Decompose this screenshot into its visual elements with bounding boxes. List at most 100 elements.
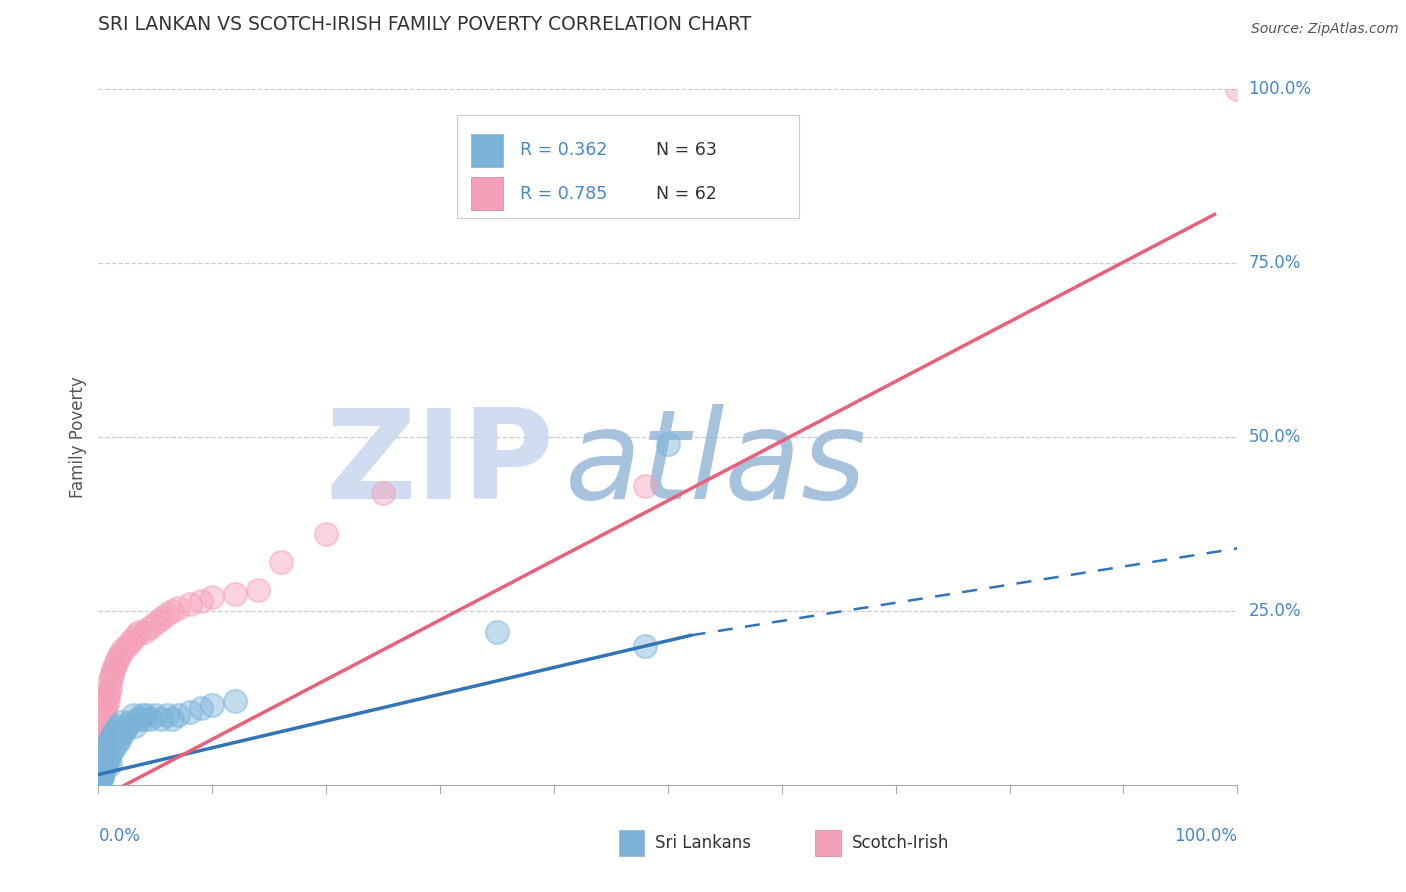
Point	[167, 708, 190, 723]
Point	[120, 715, 142, 730]
Point	[91, 760, 114, 774]
Point	[486, 624, 509, 639]
Point	[94, 747, 117, 761]
Point	[138, 621, 160, 635]
Point	[96, 694, 118, 708]
Point	[103, 659, 125, 673]
Point	[124, 719, 146, 733]
Point	[94, 701, 117, 715]
Point	[167, 600, 190, 615]
Point	[101, 666, 124, 681]
Point	[1226, 82, 1249, 96]
Point	[90, 757, 112, 772]
Point	[121, 708, 143, 723]
Point	[103, 726, 125, 740]
Point	[96, 743, 118, 757]
Point	[120, 635, 142, 649]
Point	[224, 587, 246, 601]
Point	[190, 593, 212, 607]
Point	[121, 632, 143, 646]
Point	[103, 663, 125, 677]
Point	[91, 754, 114, 768]
Point	[89, 774, 111, 789]
Text: ZIP: ZIP	[325, 404, 554, 525]
Point	[150, 712, 173, 726]
Point	[179, 597, 201, 611]
Text: 25.0%: 25.0%	[1249, 602, 1301, 620]
Point	[150, 611, 173, 625]
Point	[90, 770, 112, 784]
Text: 75.0%: 75.0%	[1249, 254, 1301, 272]
Point	[93, 712, 115, 726]
Point	[91, 736, 114, 750]
Text: Source: ZipAtlas.com: Source: ZipAtlas.com	[1251, 22, 1399, 37]
Point	[114, 723, 136, 737]
Point	[98, 757, 121, 772]
Point	[90, 747, 112, 761]
Point	[89, 772, 111, 787]
Point	[90, 771, 112, 785]
Point	[96, 690, 118, 705]
Point	[90, 754, 112, 768]
Point	[634, 479, 657, 493]
Point	[89, 770, 111, 784]
Text: SRI LANKAN VS SCOTCH-IRISH FAMILY POVERTY CORRELATION CHART: SRI LANKAN VS SCOTCH-IRISH FAMILY POVERT…	[98, 14, 752, 34]
Point	[90, 764, 112, 778]
Point	[135, 708, 157, 723]
Point	[90, 760, 112, 774]
Point	[89, 767, 111, 781]
Point	[91, 765, 114, 780]
Point	[162, 712, 184, 726]
Point	[93, 763, 115, 777]
Y-axis label: Family Poverty: Family Poverty	[69, 376, 87, 498]
Point	[108, 732, 131, 747]
Point	[93, 723, 115, 737]
Point	[101, 743, 124, 757]
Point	[179, 705, 201, 719]
Text: 100.0%: 100.0%	[1174, 827, 1237, 845]
Text: Sri Lankans: Sri Lankans	[655, 834, 751, 852]
Point	[94, 708, 117, 723]
Point	[89, 767, 111, 781]
Point	[89, 771, 111, 785]
Point	[93, 750, 115, 764]
FancyBboxPatch shape	[457, 115, 799, 218]
Text: 100.0%: 100.0%	[1249, 80, 1312, 98]
Point	[93, 757, 115, 772]
Point	[108, 729, 131, 743]
Point	[132, 712, 155, 726]
Point	[100, 670, 122, 684]
Point	[97, 736, 120, 750]
Point	[98, 681, 121, 695]
Point	[128, 624, 150, 639]
Point	[105, 653, 128, 667]
Point	[89, 764, 111, 778]
Point	[201, 698, 224, 712]
Text: atlas: atlas	[565, 404, 868, 525]
Point	[634, 639, 657, 653]
Point	[107, 719, 129, 733]
Point	[89, 765, 111, 780]
Text: N = 63: N = 63	[657, 142, 717, 160]
Point	[125, 628, 148, 642]
Point	[90, 760, 112, 774]
Point	[315, 527, 337, 541]
Point	[96, 754, 118, 768]
Point	[146, 615, 169, 629]
Text: 50.0%: 50.0%	[1249, 428, 1301, 446]
Point	[90, 732, 112, 747]
Point	[110, 715, 132, 730]
Point	[96, 698, 118, 712]
Point	[89, 772, 111, 787]
Point	[190, 701, 212, 715]
Point	[91, 719, 114, 733]
Point	[90, 765, 112, 780]
Point	[90, 767, 112, 781]
Point	[89, 774, 111, 789]
Point	[97, 684, 120, 698]
Point	[142, 618, 165, 632]
Point	[90, 763, 112, 777]
Point	[115, 639, 138, 653]
Point	[246, 583, 269, 598]
Text: R = 0.785: R = 0.785	[520, 185, 607, 202]
